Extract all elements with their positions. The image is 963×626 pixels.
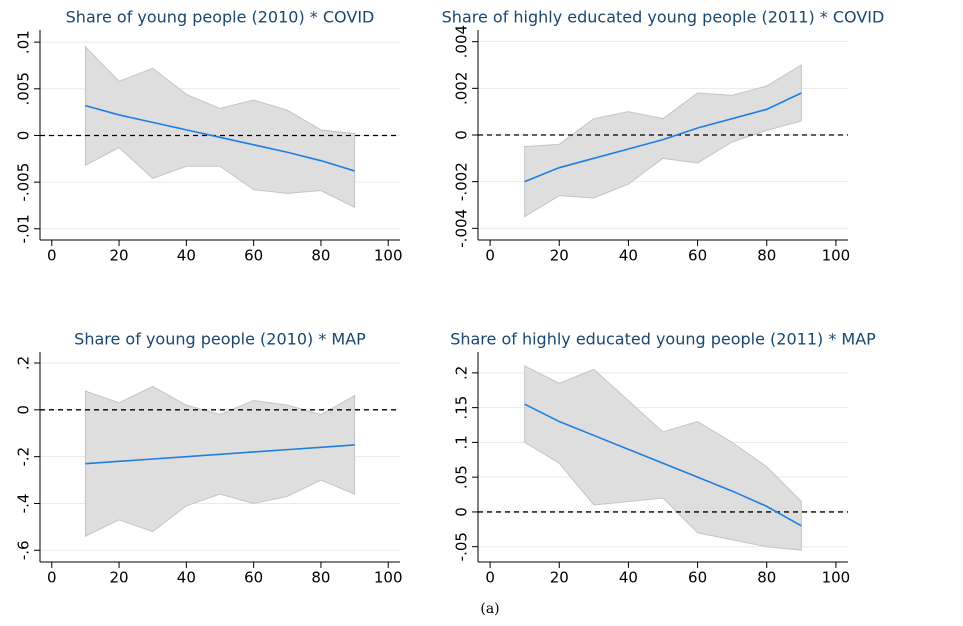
chart-title: Share of young people (2010) * COVID	[66, 8, 375, 27]
x-tick-label: 80	[757, 247, 776, 265]
x-tick-label: 20	[110, 247, 129, 265]
chart-title: Share of highly educated young people (2…	[442, 8, 885, 27]
x-tick-label: 0	[47, 247, 57, 265]
caption: (a)	[480, 601, 499, 617]
x-tick-label: 40	[619, 569, 638, 587]
chart-title: Share of highly educated young people (2…	[450, 330, 876, 349]
series-line	[524, 403, 802, 527]
x-tick-label: 60	[688, 569, 707, 587]
x-tick-label: 60	[688, 247, 707, 265]
confidence-band	[524, 365, 802, 551]
y-tick-label: -.2	[15, 447, 33, 467]
series-line	[85, 444, 355, 465]
x-tick-label: 20	[550, 247, 569, 265]
y-tick-label: -.05	[453, 532, 471, 561]
confidence-band	[524, 64, 802, 218]
y-tick-label: -.4	[15, 494, 33, 514]
x-tick-label: 0	[47, 569, 57, 587]
y-tick-label: .15	[453, 396, 471, 420]
confidence-band	[84, 45, 356, 209]
x-tick-label: 40	[619, 247, 638, 265]
x-tick-label: 100	[374, 569, 403, 587]
chart-title: Share of young people (2010) * MAP	[74, 330, 366, 349]
y-tick-label: .002	[453, 72, 471, 105]
x-tick-label: 60	[244, 569, 263, 587]
x-tick-label: 100	[822, 247, 851, 265]
y-tick-label: 0	[15, 131, 33, 141]
y-tick-label: .005	[15, 72, 33, 105]
x-tick-label: 40	[177, 569, 196, 587]
x-tick-label: 20	[550, 569, 569, 587]
y-tick-label: -.6	[15, 540, 33, 560]
y-tick-label: -.005	[15, 163, 33, 202]
series-line	[524, 92, 802, 183]
y-tick-label: .2	[453, 366, 471, 380]
x-tick-label: 0	[485, 247, 495, 265]
x-tick-label: 20	[110, 569, 129, 587]
y-tick-label: -.01	[15, 214, 33, 243]
y-tick-label: -.002	[453, 162, 471, 201]
y-tick-label: 0	[15, 405, 33, 415]
y-tick-label: 0	[453, 507, 471, 517]
y-tick-label: .05	[453, 465, 471, 489]
x-tick-label: 100	[374, 247, 403, 265]
x-tick-label: 80	[757, 569, 776, 587]
x-tick-label: 100	[822, 569, 851, 587]
y-tick-label: .01	[15, 30, 33, 54]
y-tick-label: .1	[453, 435, 471, 449]
y-tick-label: .004	[453, 25, 471, 58]
x-tick-label: 40	[177, 247, 196, 265]
y-tick-label: .2	[15, 356, 33, 370]
y-tick-label: -.004	[453, 209, 471, 248]
x-tick-label: 80	[311, 247, 330, 265]
y-tick-label: 0	[453, 130, 471, 140]
x-tick-label: 80	[311, 569, 330, 587]
x-tick-label: 60	[244, 247, 263, 265]
x-tick-label: 0	[485, 569, 495, 587]
confidence-band	[84, 385, 356, 538]
series-line	[85, 104, 355, 172]
